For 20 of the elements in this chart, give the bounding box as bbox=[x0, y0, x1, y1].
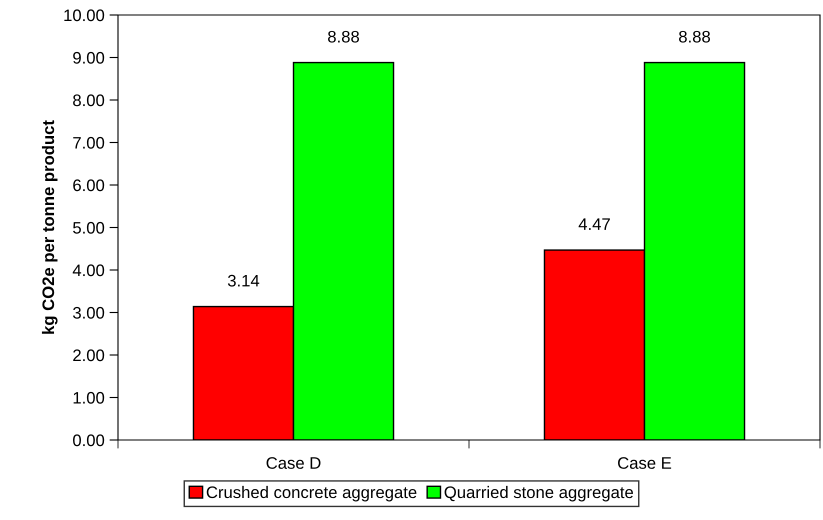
y-tick-label: 8.00 bbox=[73, 94, 104, 106]
y-tick-label: 10.00 bbox=[64, 9, 104, 22]
y-tick-label: 2.00 bbox=[73, 349, 104, 362]
y-tick-label: 0.00 bbox=[73, 434, 104, 446]
y-tick-label: 7.00 bbox=[73, 136, 104, 149]
y-tick-label: 3.00 bbox=[73, 306, 104, 319]
data-label: 4.47 bbox=[578, 218, 610, 230]
y-tick-label: 5.00 bbox=[73, 222, 104, 234]
legend-label: Quarried stone aggregate bbox=[444, 486, 634, 502]
x-tick-label: Case D bbox=[266, 457, 320, 469]
x-tick-label: Case E bbox=[618, 457, 672, 469]
y-axis-title: kg CO2e per tonne product bbox=[42, 120, 58, 334]
y-tick-label: 9.00 bbox=[73, 52, 104, 64]
data-label: 3.14 bbox=[228, 274, 260, 287]
data-label: 8.88 bbox=[679, 30, 710, 43]
legend-label: Crushed concrete aggregate bbox=[206, 486, 416, 502]
data-label: 8.88 bbox=[328, 30, 360, 43]
y-tick-label: 4.00 bbox=[72, 264, 104, 276]
y-tick-label: 1.00 bbox=[74, 392, 104, 404]
y-tick-label: 6.00 bbox=[73, 179, 104, 192]
